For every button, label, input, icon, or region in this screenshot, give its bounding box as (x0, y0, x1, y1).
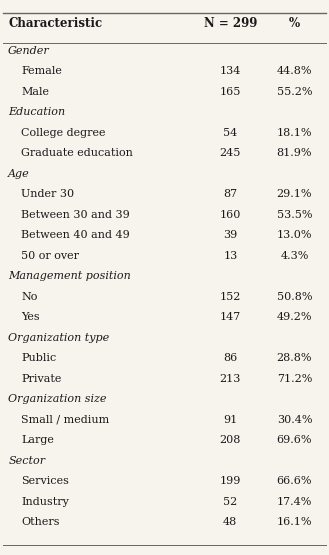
Text: 55.2%: 55.2% (277, 87, 312, 97)
Text: Yes: Yes (21, 312, 40, 322)
Text: Female: Female (21, 66, 62, 76)
Text: 87: 87 (223, 189, 237, 199)
Text: 39: 39 (223, 230, 238, 240)
Text: 134: 134 (220, 66, 241, 76)
Text: 245: 245 (220, 148, 241, 158)
Text: 86: 86 (223, 354, 238, 364)
Text: 50 or over: 50 or over (21, 251, 79, 261)
Text: %: % (289, 17, 300, 29)
Text: 29.1%: 29.1% (277, 189, 312, 199)
Text: Sector: Sector (8, 456, 45, 466)
Text: 30.4%: 30.4% (277, 415, 312, 425)
Text: Small / medium: Small / medium (21, 415, 110, 425)
Text: Private: Private (21, 374, 62, 384)
Text: Education: Education (8, 107, 65, 117)
Text: 44.8%: 44.8% (277, 66, 312, 76)
Text: 208: 208 (220, 435, 241, 445)
Text: Organization type: Organization type (8, 333, 110, 343)
Text: 28.8%: 28.8% (277, 354, 312, 364)
Text: Large: Large (21, 435, 54, 445)
Text: 152: 152 (220, 292, 241, 302)
Text: Male: Male (21, 87, 49, 97)
Text: Age: Age (8, 169, 30, 179)
Text: 4.3%: 4.3% (280, 251, 309, 261)
Text: Between 30 and 39: Between 30 and 39 (21, 210, 130, 220)
Text: Characteristic: Characteristic (8, 17, 102, 29)
Text: 165: 165 (220, 87, 241, 97)
Text: Public: Public (21, 354, 57, 364)
Text: 17.4%: 17.4% (277, 497, 312, 507)
Text: 69.6%: 69.6% (277, 435, 312, 445)
Text: 49.2%: 49.2% (277, 312, 312, 322)
Text: 48: 48 (223, 517, 238, 527)
Text: Graduate education: Graduate education (21, 148, 133, 158)
Text: 71.2%: 71.2% (277, 374, 312, 384)
Text: 53.5%: 53.5% (277, 210, 312, 220)
Text: 16.1%: 16.1% (277, 517, 312, 527)
Text: 91: 91 (223, 415, 238, 425)
Text: Under 30: Under 30 (21, 189, 74, 199)
Text: 147: 147 (220, 312, 241, 322)
Text: Industry: Industry (21, 497, 69, 507)
Text: 54: 54 (223, 128, 238, 138)
Text: 50.8%: 50.8% (277, 292, 312, 302)
Text: Between 40 and 49: Between 40 and 49 (21, 230, 130, 240)
Text: Gender: Gender (8, 46, 50, 56)
Text: 18.1%: 18.1% (277, 128, 312, 138)
Text: College degree: College degree (21, 128, 106, 138)
Text: Others: Others (21, 517, 60, 527)
Text: Management position: Management position (8, 271, 131, 281)
Text: 160: 160 (220, 210, 241, 220)
Text: 213: 213 (220, 374, 241, 384)
Text: 52: 52 (223, 497, 238, 507)
Text: No: No (21, 292, 38, 302)
Text: N = 299: N = 299 (204, 17, 257, 29)
Text: 199: 199 (220, 476, 241, 486)
Text: 13.0%: 13.0% (277, 230, 312, 240)
Text: Services: Services (21, 476, 69, 486)
Text: 81.9%: 81.9% (277, 148, 312, 158)
Text: Organization size: Organization size (8, 394, 107, 405)
Text: 66.6%: 66.6% (277, 476, 312, 486)
Text: 13: 13 (223, 251, 238, 261)
